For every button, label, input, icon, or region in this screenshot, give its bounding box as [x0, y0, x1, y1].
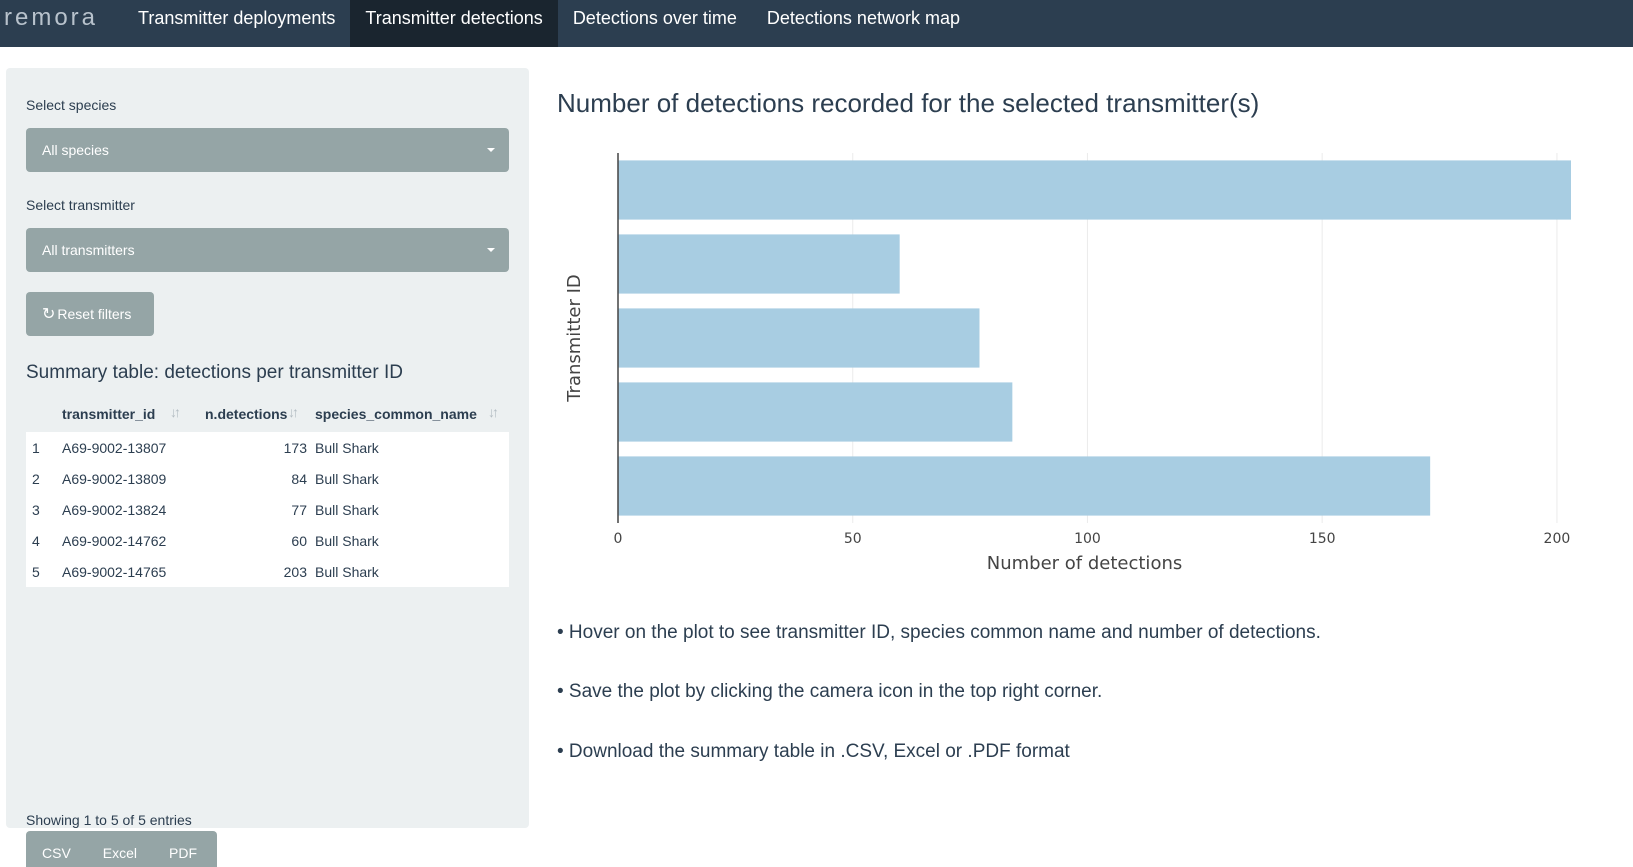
navbar: remora Transmitter deployments Transmitt… — [0, 0, 1633, 47]
x-axis-title: Number of detections — [987, 553, 1183, 574]
table-row[interactable]: 3 A69-9002-13824 77 Bull Shark — [26, 494, 509, 525]
help-bullet-download: • Download the summary table in .CSV, Ex… — [557, 741, 1070, 762]
sidebar-panel: Select species All species Select transm… — [6, 68, 529, 867]
tab-detections-network-map[interactable]: Detections network map — [766, 8, 960, 28]
detections-bar-chart[interactable]: 0 50 100 150 200 Number of detections Transmit… — [557, 145, 1577, 585]
row-index: 3 — [32, 502, 40, 518]
chart-bar[interactable] — [618, 456, 1431, 516]
sort-icon[interactable]: ↓↑ — [488, 404, 499, 420]
x-tick-label: 200 — [1544, 531, 1571, 547]
cell-transmitter-id: A69-9002-14765 — [62, 564, 167, 580]
csv-button[interactable]: CSV — [42, 845, 71, 861]
cell-n-detections: 203 — [283, 564, 307, 580]
reset-filters-button[interactable]: ↻ Reset filters — [26, 292, 154, 336]
sort-icon[interactable]: ↓↑ — [170, 404, 181, 420]
transmitter-select[interactable]: All transmitters — [26, 228, 509, 272]
chart-bar[interactable] — [618, 308, 980, 368]
tab-transmitter-detections[interactable]: Transmitter detections — [350, 0, 558, 47]
cell-transmitter-id: A69-9002-13807 — [62, 440, 167, 456]
col-header-species[interactable]: species_common_name — [315, 406, 477, 422]
chart-bar[interactable] — [618, 382, 1013, 442]
cell-species: Bull Shark — [315, 440, 379, 456]
col-header-transmitter-id[interactable]: transmitter_id — [62, 406, 156, 422]
tab-detections-over-time[interactable]: Detections over time — [572, 8, 737, 28]
tab-transmitter-deployments[interactable]: Transmitter deployments — [138, 8, 336, 28]
chart-bar[interactable] — [618, 160, 1571, 220]
chart-bar[interactable] — [618, 234, 900, 294]
row-index: 1 — [32, 440, 40, 456]
help-bullet-hover: • Hover on the plot to see transmitter I… — [557, 622, 1321, 643]
cell-n-detections: 84 — [291, 471, 307, 487]
refresh-icon: ↻ — [42, 306, 56, 323]
cell-species: Bull Shark — [315, 502, 379, 518]
row-index: 4 — [32, 533, 40, 549]
cell-species: Bull Shark — [315, 471, 379, 487]
table-body: 1 A69-9002-13807 173 Bull Shark 2 A69-90… — [26, 432, 509, 587]
species-label: Select species — [26, 97, 117, 113]
chevron-down-icon — [487, 248, 495, 252]
pdf-button[interactable]: PDF — [169, 845, 198, 861]
species-select[interactable]: All species — [26, 128, 509, 172]
page-title: Number of detections recorded for the se… — [557, 88, 1260, 118]
reset-filters-label: Reset filters — [57, 306, 132, 322]
table-header: transmitter_id ↓↑ n.detections ↓↑ specie… — [26, 398, 509, 432]
cell-transmitter-id: A69-9002-13824 — [62, 502, 167, 518]
chevron-down-icon — [487, 148, 495, 152]
x-tick-label: 50 — [844, 531, 862, 547]
cell-transmitter-id: A69-9002-13809 — [62, 471, 167, 487]
cell-species: Bull Shark — [315, 533, 379, 549]
cell-transmitter-id: A69-9002-14762 — [62, 533, 167, 549]
cell-n-detections: 173 — [283, 440, 307, 456]
brand-logo[interactable]: remora — [4, 4, 99, 31]
sort-icon[interactable]: ↓↑ — [288, 404, 299, 420]
y-axis-title: Transmitter ID — [564, 274, 585, 403]
x-tick-label: 150 — [1309, 531, 1336, 547]
summary-table-title: Summary table: detections per transmitte… — [26, 362, 403, 383]
transmitter-label: Select transmitter — [26, 197, 135, 213]
cell-n-detections: 60 — [291, 533, 307, 549]
col-header-n-detections[interactable]: n.detections — [205, 406, 288, 422]
excel-button[interactable]: Excel — [102, 845, 138, 861]
table-row[interactable]: 4 A69-9002-14762 60 Bull Shark — [26, 525, 509, 556]
table-info-text: Showing 1 to 5 of 5 entries — [26, 812, 192, 828]
cell-n-detections: 77 — [291, 502, 307, 518]
help-bullet-save: • Save the plot by clicking the camera i… — [557, 681, 1103, 702]
row-index: 5 — [32, 564, 40, 580]
transmitter-select-value: All transmitters — [42, 242, 135, 258]
table-row[interactable]: 2 A69-9002-13809 84 Bull Shark — [26, 463, 509, 494]
species-select-value: All species — [42, 142, 109, 158]
row-index: 2 — [32, 471, 40, 487]
cell-species: Bull Shark — [315, 564, 379, 580]
x-tick-label: 100 — [1074, 531, 1101, 547]
download-button-group: CSV Excel PDF — [26, 831, 217, 867]
x-tick-label: 0 — [614, 531, 623, 547]
table-row[interactable]: 1 A69-9002-13807 173 Bull Shark — [26, 432, 509, 463]
table-row[interactable]: 5 A69-9002-14765 203 Bull Shark — [26, 556, 509, 587]
summary-table: transmitter_id ↓↑ n.detections ↓↑ specie… — [26, 398, 509, 587]
